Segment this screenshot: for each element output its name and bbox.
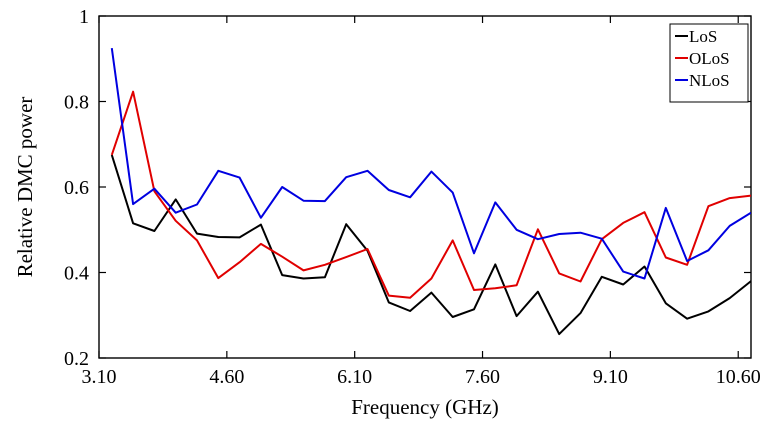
x-tick-label: 3.10 [82,366,117,388]
series-line-olos [110,90,751,299]
x-tick-label: 6.10 [337,366,372,388]
y-tick-label: 1 [79,6,89,28]
y-axis-title: Relative DMC power [13,97,37,278]
x-tick-label: 9.10 [593,366,628,388]
x-axis-title: Frequency (GHz) [351,395,499,419]
series-line-nlos [110,47,751,280]
y-tick-label: 0.6 [64,177,89,199]
legend: LoS OLoS NLoS [669,23,749,103]
y-tick-label: 0.8 [64,92,89,114]
y-tick-label: 0.2 [64,348,89,370]
x-tick-label: 7.60 [465,366,500,388]
plot-area-frame [98,15,752,359]
legend-label-nlos: NLoS [689,71,730,90]
series-line-los [110,154,751,336]
axis-ticks: 3.10 4.60 6.10 7.60 9.10 10.60 0.2 0.4 0.6 0.8 1 [64,6,761,388]
y-tick-label: 0.4 [64,263,89,285]
series-lines [110,47,751,336]
legend-label-los: LoS [689,27,717,46]
legend-label-olos: OLoS [689,49,730,68]
x-tick-label: 4.60 [209,366,244,388]
x-tick-label: 10.60 [716,366,761,388]
